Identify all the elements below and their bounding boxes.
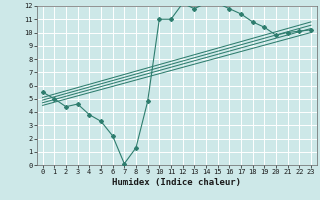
- X-axis label: Humidex (Indice chaleur): Humidex (Indice chaleur): [112, 178, 241, 187]
